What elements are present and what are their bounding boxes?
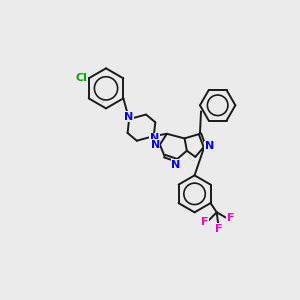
Text: N: N bbox=[172, 160, 181, 170]
Text: N: N bbox=[150, 134, 159, 143]
Text: N: N bbox=[124, 112, 133, 122]
Text: N: N bbox=[205, 141, 214, 151]
Text: F: F bbox=[214, 224, 222, 233]
Text: F: F bbox=[201, 217, 208, 226]
Text: Cl: Cl bbox=[76, 73, 88, 83]
Text: N: N bbox=[151, 140, 160, 150]
Text: F: F bbox=[227, 214, 234, 224]
